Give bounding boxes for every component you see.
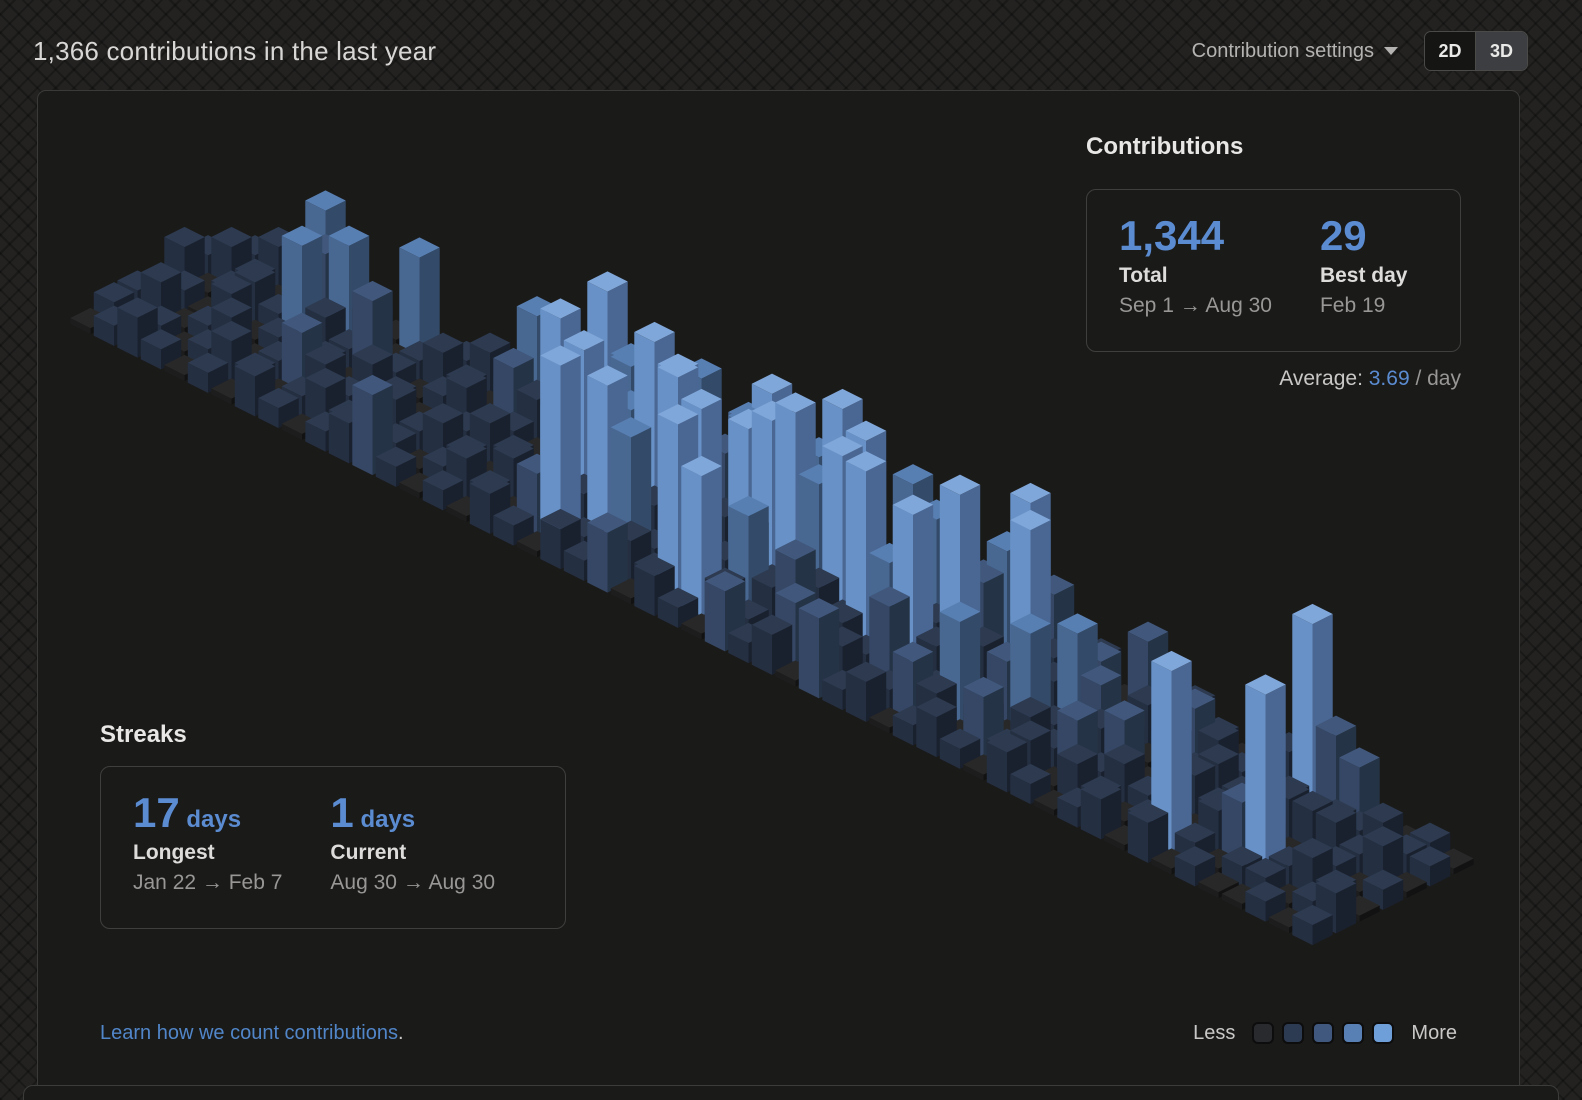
streaks-stat-box: 17 days Longest Jan 22 → Feb 7 1 days Cu…: [100, 766, 566, 929]
link-period: .: [397, 1021, 404, 1044]
average-label: Average:: [1279, 367, 1369, 390]
legend-level-square: [1282, 1022, 1305, 1044]
best-day-stat: 29 Best day Feb 19: [1319, 212, 1408, 327]
legend-level-square: [1342, 1022, 1365, 1044]
legend-level-square: [1252, 1022, 1275, 1044]
contributions-heading: Contributions: [1086, 133, 1244, 160]
current-streak-number: 1: [330, 789, 354, 836]
card-footer: Learn how we count contributions. Less M…: [100, 1016, 1457, 1050]
longest-streak-label: Longest: [133, 841, 215, 865]
legend-less-label: Less: [1193, 1021, 1236, 1044]
current-streak-unit: days: [353, 806, 416, 833]
page-title: 1,366 contributions in the last year: [33, 35, 437, 66]
best-day-label: Best day: [1319, 264, 1408, 288]
legend-more-label: More: [1411, 1021, 1457, 1044]
streaks-heading: Streaks: [100, 721, 187, 748]
current-streak-label: Current: [330, 841, 407, 865]
dimension-toggle: 2D 3D: [1424, 31, 1528, 71]
next-section-card: [23, 1085, 1559, 1100]
longest-streak-stat: 17 days Longest Jan 22 → Feb 7: [133, 789, 283, 904]
legend-squares: [1252, 1022, 1395, 1044]
average-suffix: / day: [1409, 367, 1461, 390]
count-link-wrap: Learn how we count contributions.: [100, 1022, 404, 1045]
header-bar: 1,366 contributions in the last year Con…: [33, 26, 1528, 76]
longest-streak-value: 17 days: [133, 789, 282, 836]
total-label: Total: [1119, 264, 1168, 288]
total-value: 1,344: [1119, 212, 1225, 259]
intensity-legend: Less More: [1193, 1022, 1457, 1045]
average-value: 3.69: [1368, 367, 1410, 390]
best-day-value: 29: [1319, 212, 1367, 259]
legend-level-square: [1372, 1022, 1395, 1044]
header-controls: Contribution settings 2D 3D: [1192, 31, 1528, 71]
best-day-date: Feb 19: [1319, 294, 1386, 318]
contributions-stat-box: 1,344 Total Sep 1 → Aug 30 29 Best day F…: [1086, 189, 1461, 352]
longest-streak-range: Jan 22 → Feb 7: [133, 871, 283, 895]
longest-streak-number: 17: [133, 789, 180, 836]
contribution-3d-chart[interactable]: [38, 91, 1521, 1086]
contribution-settings-dropdown[interactable]: Contribution settings: [1192, 40, 1398, 63]
total-range: Sep 1 → Aug 30: [1119, 294, 1272, 318]
toggle-3d-button[interactable]: 3D: [1476, 32, 1527, 70]
longest-streak-unit: days: [179, 806, 242, 833]
caret-down-icon: [1384, 47, 1398, 55]
total-contributions-stat: 1,344 Total Sep 1 → Aug 30: [1119, 212, 1272, 327]
current-streak-range: Aug 30 → Aug 30: [330, 871, 496, 895]
average-per-day: Average: 3.69 / day: [1086, 367, 1461, 391]
contribution-graph-card: Contributions 1,344 Total Sep 1 → Aug 30…: [37, 90, 1520, 1100]
legend-level-square: [1312, 1022, 1335, 1044]
current-streak-value: 1 days: [330, 789, 495, 836]
contribution-settings-label: Contribution settings: [1191, 39, 1374, 62]
toggle-2d-button[interactable]: 2D: [1425, 32, 1476, 70]
learn-count-link[interactable]: Learn how we count contributions: [100, 1021, 398, 1044]
current-streak-stat: 1 days Current Aug 30 → Aug 30: [330, 789, 496, 904]
